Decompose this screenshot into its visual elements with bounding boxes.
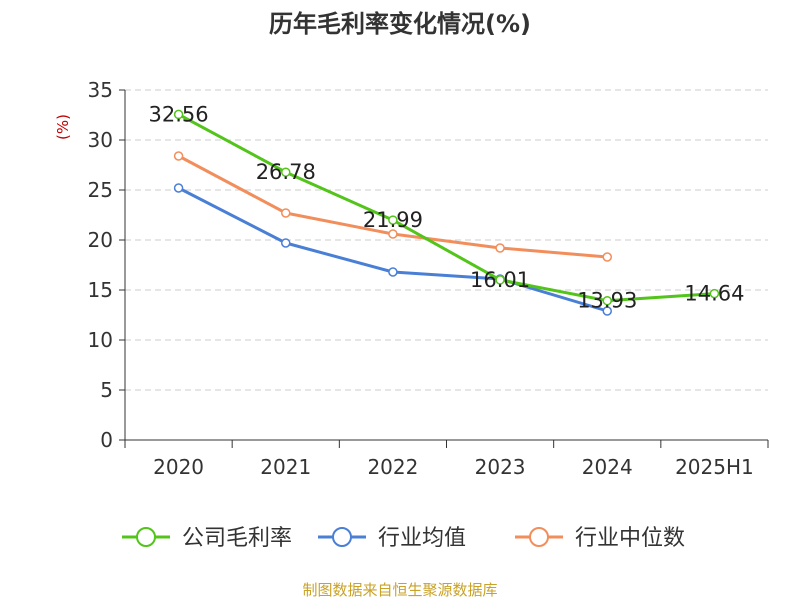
x-tick-label: 2025H1 [675,455,754,479]
series-line [177,154,608,259]
series-line [177,113,715,303]
y-tick-label: 10 [88,328,113,352]
legend-item[interactable]: 公司毛利率 [122,526,292,551]
data-point[interactable] [173,109,184,120]
data-point[interactable] [173,183,184,193]
data-label: 26.78 [256,160,316,184]
data-point[interactable] [495,275,505,285]
source-note: 制图数据来自恒生聚源数据库 [302,581,497,599]
data-point[interactable] [388,267,398,277]
y-tick-label: 0 [100,428,113,452]
y-axis-unit-label: (%) [54,114,72,140]
chart-title: 历年毛利率变化情况(%) [269,10,531,38]
data-point[interactable] [709,288,720,299]
data-label: 32.56 [149,102,209,126]
data-label: 21.99 [363,208,423,232]
data-point[interactable] [602,306,612,316]
y-tick-label: 25 [88,178,113,202]
x-tick-label: 2024 [582,455,633,479]
axes: 0 5 10 15 20 25 30 35 2020 2021 2022 2023 2024 2025H1 [88,78,769,479]
series-group [173,109,720,316]
data-label: 14.64 [684,282,744,306]
y-tick-label: 20 [88,228,113,252]
x-tick-label: 2023 [475,455,526,479]
y-tick-label: 5 [100,378,113,402]
x-tick-label: 2021 [260,455,311,479]
data-point[interactable] [281,208,291,218]
y-tick-label: 30 [88,128,113,152]
data-point[interactable] [495,243,505,253]
data-point[interactable] [281,238,291,248]
data-point[interactable] [388,229,398,239]
legend-label: 公司毛利率 [182,526,292,551]
x-tick-label: 2022 [367,455,418,479]
series-line [177,186,608,313]
data-label: 16.01 [470,268,530,292]
legend-item[interactable]: 行业均值 [318,526,466,551]
legend-item[interactable]: 行业中位数 [515,526,685,551]
legend-label: 行业均值 [378,526,466,551]
data-point[interactable] [602,295,612,306]
legend-marker-icon [332,527,352,547]
data-point[interactable] [281,167,291,177]
legend: 公司毛利率 行业均值 行业中位数 [122,526,685,551]
data-point[interactable] [388,215,398,225]
data-point[interactable] [173,151,184,161]
data-point[interactable] [602,252,612,262]
data-labels: 32.56 26.78 21.99 16.01 13.93 14.64 [149,102,745,312]
legend-label: 行业中位数 [575,526,685,551]
data-label: 13.93 [577,289,637,313]
legend-marker-icon [136,527,156,547]
x-tick-label: 2020 [153,455,204,479]
legend-marker-icon [529,527,549,547]
y-tick-label: 35 [88,78,113,102]
y-tick-label: 15 [88,278,113,302]
